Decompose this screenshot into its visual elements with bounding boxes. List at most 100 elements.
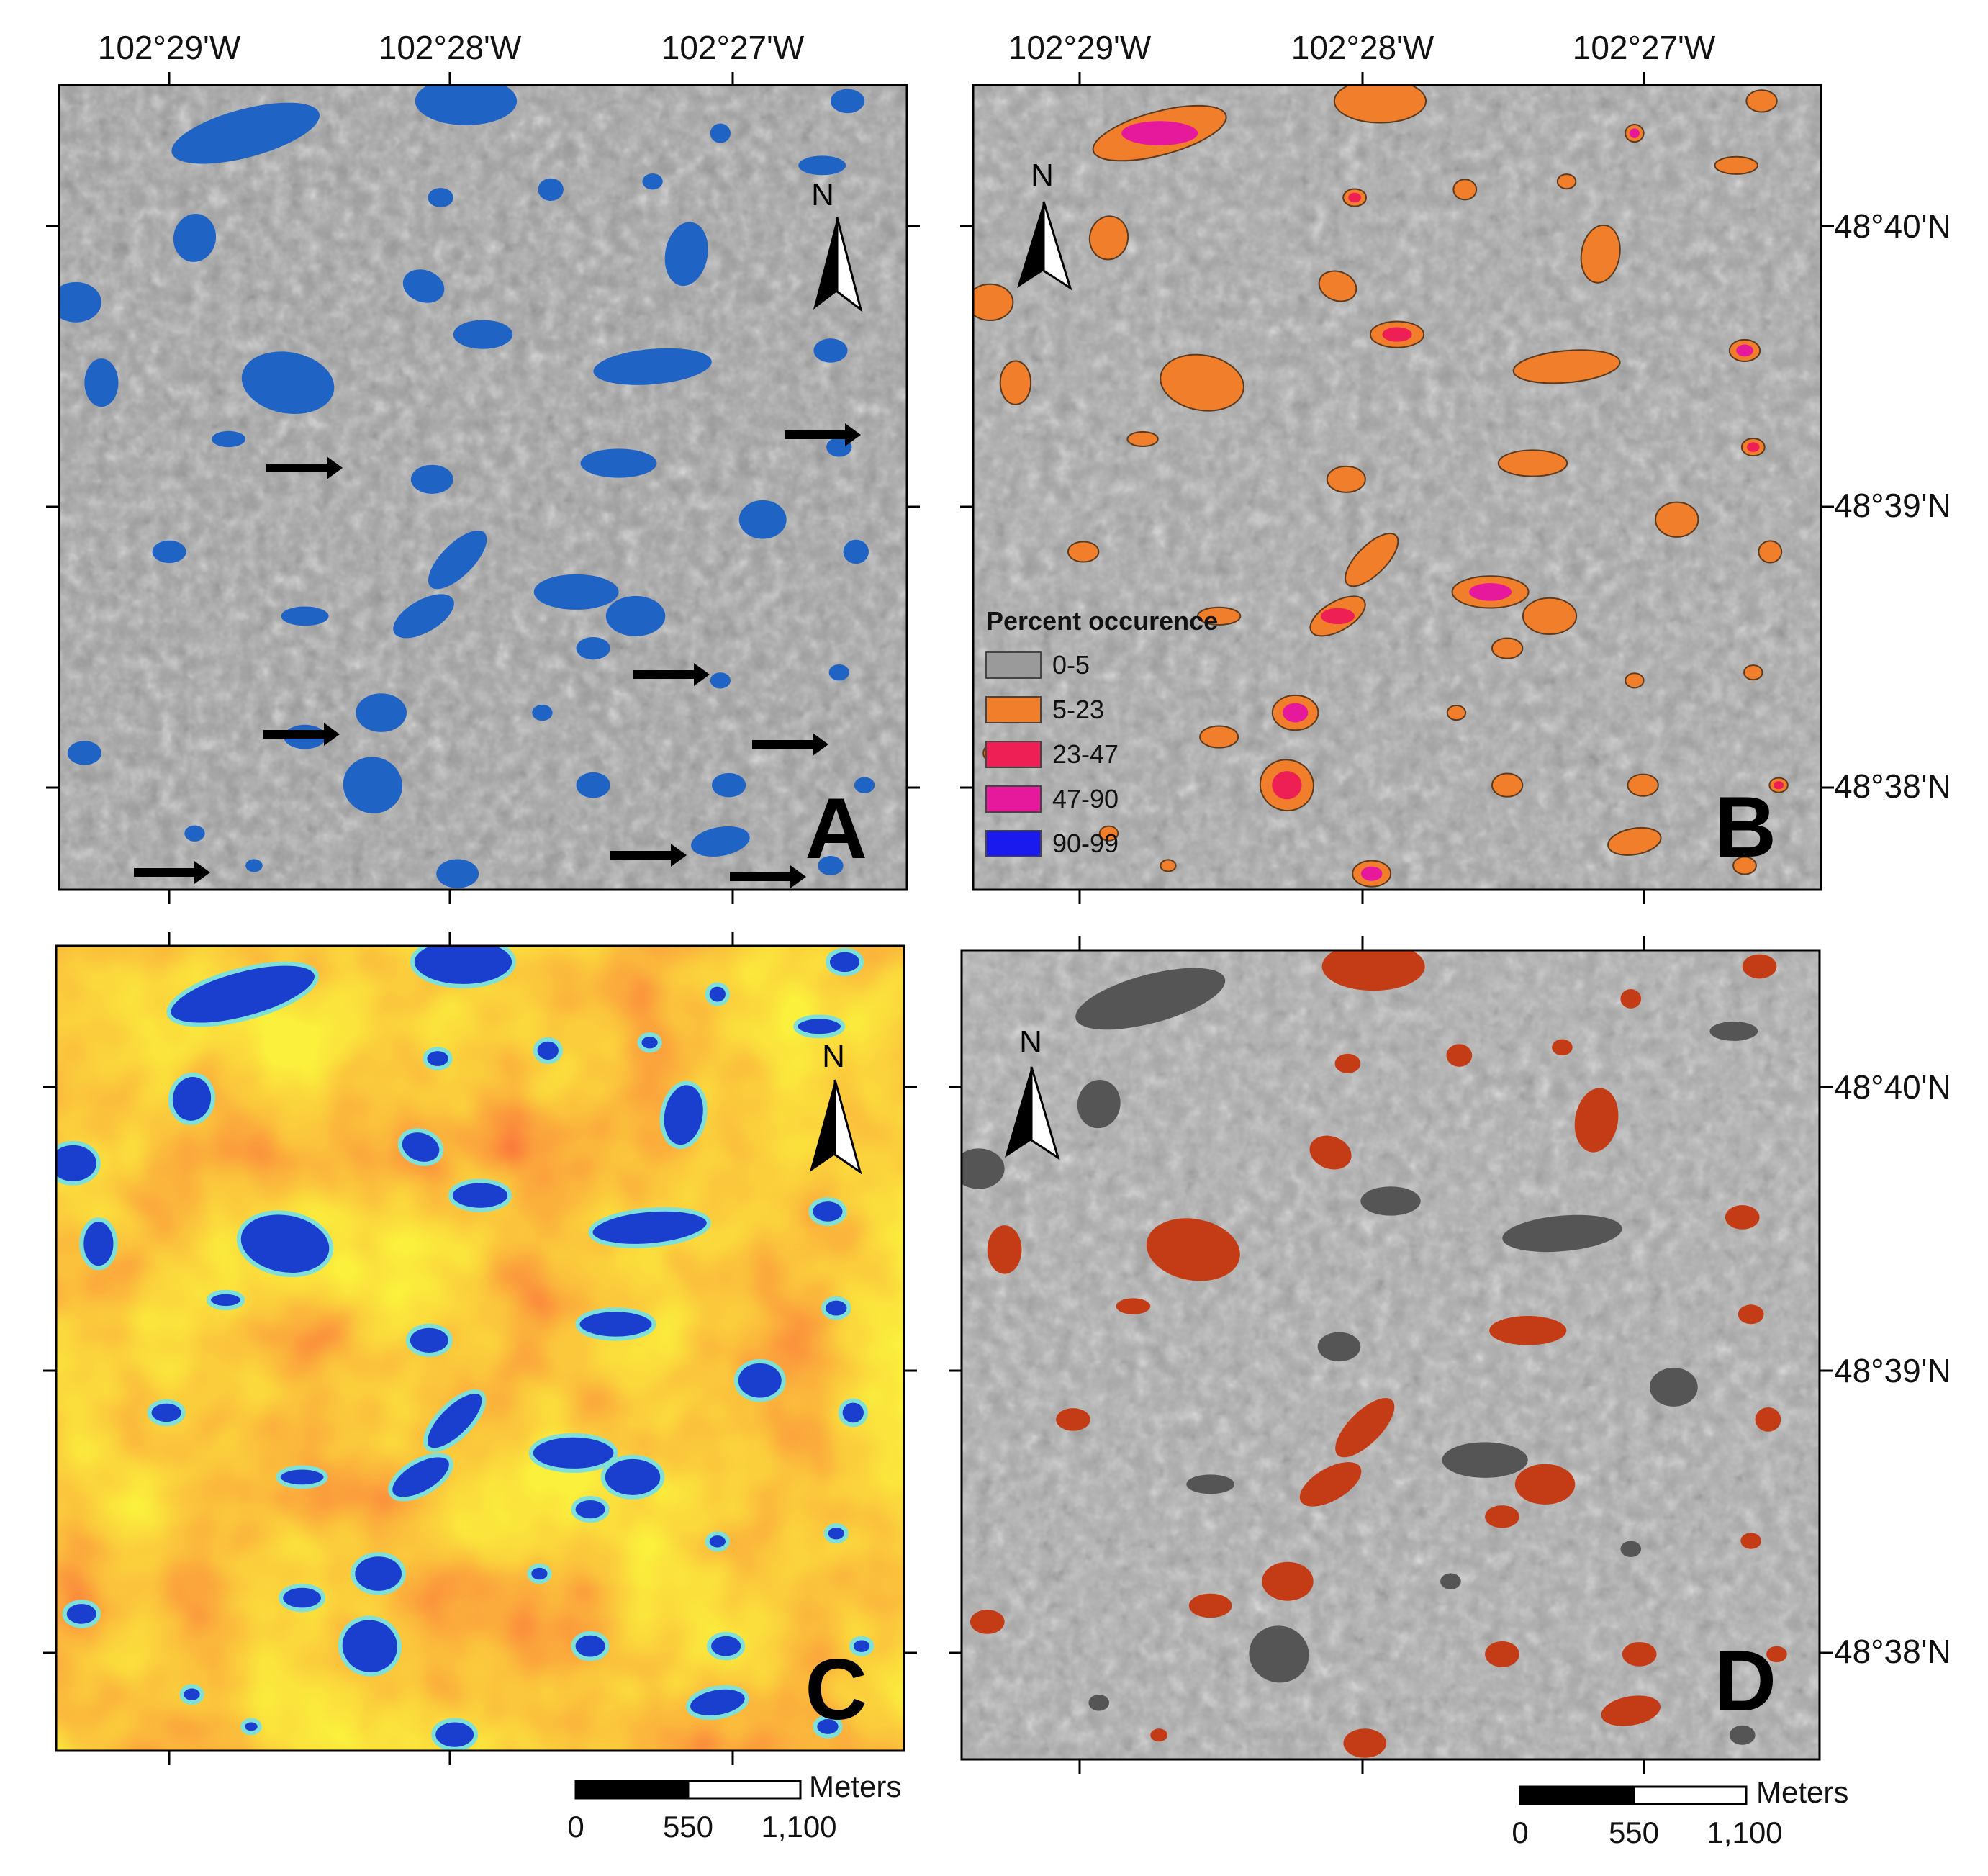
occurrence-patch-core [1282,703,1309,723]
north-arrow-icon [1017,202,1044,288]
north-arrow-icon [836,217,863,312]
water-body [436,859,479,888]
occurrence-patch [1580,224,1621,284]
occurrence-patch-core [1320,608,1355,625]
latitude-label: 48°40'N [1834,207,1951,245]
water-body [843,539,869,564]
legend-swatch [985,830,1042,857]
water-body [405,1323,453,1357]
scale-tick-label: 1,100 [761,1810,836,1844]
water-body [664,222,708,287]
water-body [168,1072,216,1125]
water-body [428,188,453,207]
water-body [605,595,666,636]
latitude-labels-top: 48°40'N 48°39'N 48°38'N [1834,207,1951,805]
water-body [533,574,619,610]
longitude-label: 102°27'W [1573,29,1716,66]
occurrence-patch [1126,430,1159,447]
panel-a-letter: A [805,780,867,877]
change-patch [1620,1541,1642,1557]
scale-bar-segment [1519,1785,1635,1805]
occurrence-patch [1491,772,1524,798]
arrow-icon [266,456,343,479]
panel-a-arrows [134,423,861,888]
water-body [705,1531,730,1552]
change-patch [1088,1695,1110,1711]
water-body [813,1715,843,1739]
panel-d-frame [960,949,1821,1761]
occurrence-patch [999,360,1032,405]
legend-label: 0-5 [1052,650,1090,680]
scale-bar-segment [574,1780,690,1800]
longitude-label: 102°28'W [1291,29,1434,66]
change-patch [1742,954,1777,979]
occurrence-patch [1345,533,1399,587]
occurrence-patch [1627,773,1659,797]
arrow-icon [610,844,687,867]
panel-d-texture [962,950,1820,1759]
change-patch [987,1225,1022,1274]
change-patch [1150,1728,1168,1742]
change-patch [1709,1021,1758,1041]
water-body [830,89,865,114]
change-patch [1649,1367,1698,1407]
latitude-label: 48°38'N [1834,1633,1951,1670]
change-patch [1740,1533,1761,1549]
change-patch [1249,1625,1309,1683]
water-body [576,636,610,660]
panel-b-texture [973,85,1821,890]
occurrence-patch-core [1382,327,1412,342]
panel-c-frame [55,944,905,1752]
water-body [415,85,518,125]
water-body [179,1684,204,1705]
change-patch [1489,1316,1567,1345]
occurrence-patch-core [1469,583,1512,601]
change-patch [1552,1039,1573,1056]
latitude-label: 48°39'N [1834,487,1951,524]
water-body [691,826,750,857]
occurrence-patch-core [1348,192,1361,203]
water-body [637,1032,662,1053]
water-body [152,540,186,564]
occurrence-patch [1326,465,1366,493]
change-patch [1502,1214,1622,1253]
water-body [388,1453,453,1502]
water-body [593,348,712,385]
water-body [798,155,846,176]
legend-label: 23-47 [1052,739,1119,769]
change-patch [1620,988,1642,1009]
longitude-labels-left: 102°29'W 102°28'W 102°27'W [98,29,805,66]
occurrence-patch [1743,664,1763,681]
water-body [580,448,657,478]
water-body [281,606,329,626]
graticule-ticks [43,72,1834,1774]
water-body [854,777,875,793]
occurrence-patch [1497,449,1568,477]
water-body [733,1358,786,1402]
water-body [431,1718,479,1751]
change-patch [1440,1573,1461,1589]
occurrence-patch-core [1360,866,1383,881]
water-body [423,1047,453,1070]
occurrence-patch [1714,155,1758,175]
water-body [276,1465,328,1489]
panel-a-north-arrow: N [811,177,863,312]
north-arrow-icon [833,1079,862,1175]
change-patch [1601,1695,1661,1726]
water-body [659,1081,708,1150]
water-body [343,757,402,813]
change-patch [1360,1186,1421,1216]
arrow-icon [134,861,210,884]
water-body [571,1495,610,1523]
water-body [532,704,553,721]
occurrence-patch [1088,215,1129,261]
water-body [241,351,335,414]
water-body [184,825,205,842]
water-body [351,1552,406,1595]
occurrence-patch [1196,606,1242,626]
occurrence-patch [1607,826,1662,856]
legend: Percent occurence 0-5 5-23 23-47 47-90 90-99 [985,606,1218,858]
water-body [686,1685,749,1720]
water-body [410,464,453,494]
occurrence-patch [1522,597,1578,636]
